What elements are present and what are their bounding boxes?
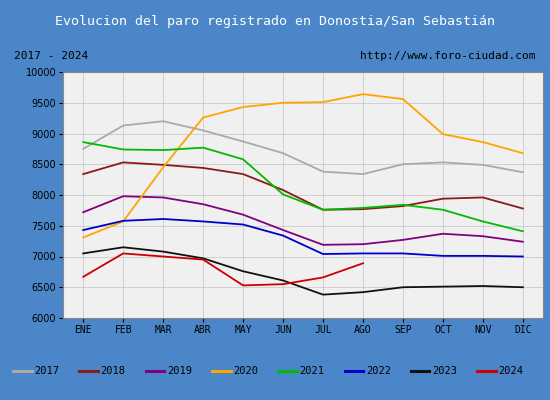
Text: 2017: 2017 — [35, 366, 59, 376]
Text: 2023: 2023 — [432, 366, 457, 376]
Text: 2024: 2024 — [498, 366, 524, 376]
Text: http://www.foro-ciudad.com: http://www.foro-ciudad.com — [360, 51, 536, 61]
Text: 2018: 2018 — [101, 366, 126, 376]
Text: 2017 - 2024: 2017 - 2024 — [14, 51, 89, 61]
Text: 2022: 2022 — [366, 366, 391, 376]
Text: 2020: 2020 — [233, 366, 258, 376]
Text: Evolucion del paro registrado en Donostia/San Sebastián: Evolucion del paro registrado en Donosti… — [55, 14, 495, 28]
Text: 2019: 2019 — [167, 366, 192, 376]
Text: 2021: 2021 — [300, 366, 324, 376]
